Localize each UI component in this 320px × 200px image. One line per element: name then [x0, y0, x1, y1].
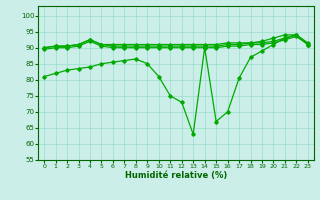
X-axis label: Humidité relative (%): Humidité relative (%): [125, 171, 227, 180]
